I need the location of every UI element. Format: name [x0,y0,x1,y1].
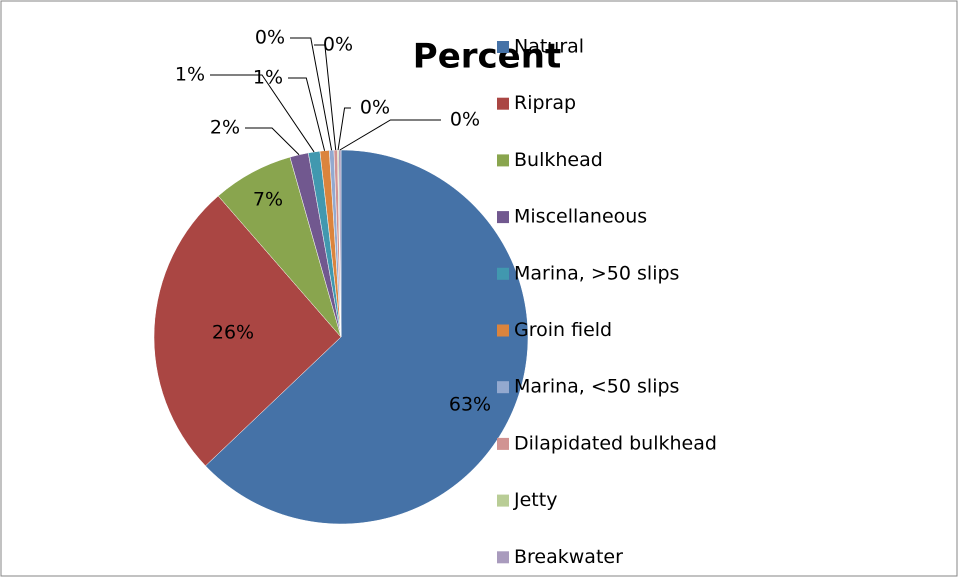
legend-swatch [497,324,509,337]
data-label: 0% [450,109,480,131]
leader-line [314,44,337,151]
legend-swatch [497,551,509,564]
chart-title: Percent [413,37,561,77]
pie-slice [338,149,342,338]
leader-line [245,127,300,156]
legend-label: Dilapidated bulkhead [514,432,717,454]
legend-swatch [497,154,509,167]
data-label: 7% [253,189,283,211]
legend-swatch [497,494,509,507]
legend-label: Natural [514,36,584,58]
leader-line [288,77,326,151]
data-label: 63% [449,394,491,416]
legend-swatch [497,267,509,280]
legend-label: Miscellaneous [514,206,647,228]
leader-line [210,74,315,153]
legend-label: Marina, <50 slips [514,376,679,398]
data-label: 0% [255,27,285,49]
pie-slice [205,149,529,525]
data-label: 26% [212,322,254,344]
legend-label: Marina, >50 slips [514,262,679,284]
leader-line [339,119,441,151]
legend-label: Bulkhead [514,149,603,171]
legend-label: Breakwater [514,546,623,568]
data-label: 1% [253,67,283,89]
legend-label: Jetty [513,489,557,511]
legend-swatch [497,381,509,394]
leader-line [337,107,351,151]
legend-label: Riprap [514,92,576,114]
legend-swatch [497,211,509,224]
pie-slice [153,195,342,467]
data-label: 0% [360,97,390,119]
legend-swatch [497,437,509,450]
legend-label: Groin field [514,319,612,341]
leader-line [290,37,333,151]
legend-swatch [497,41,509,53]
data-label: 2% [210,117,240,139]
legend-swatch [497,97,509,110]
data-label: 0% [323,34,353,56]
data-label: 1% [175,64,205,86]
